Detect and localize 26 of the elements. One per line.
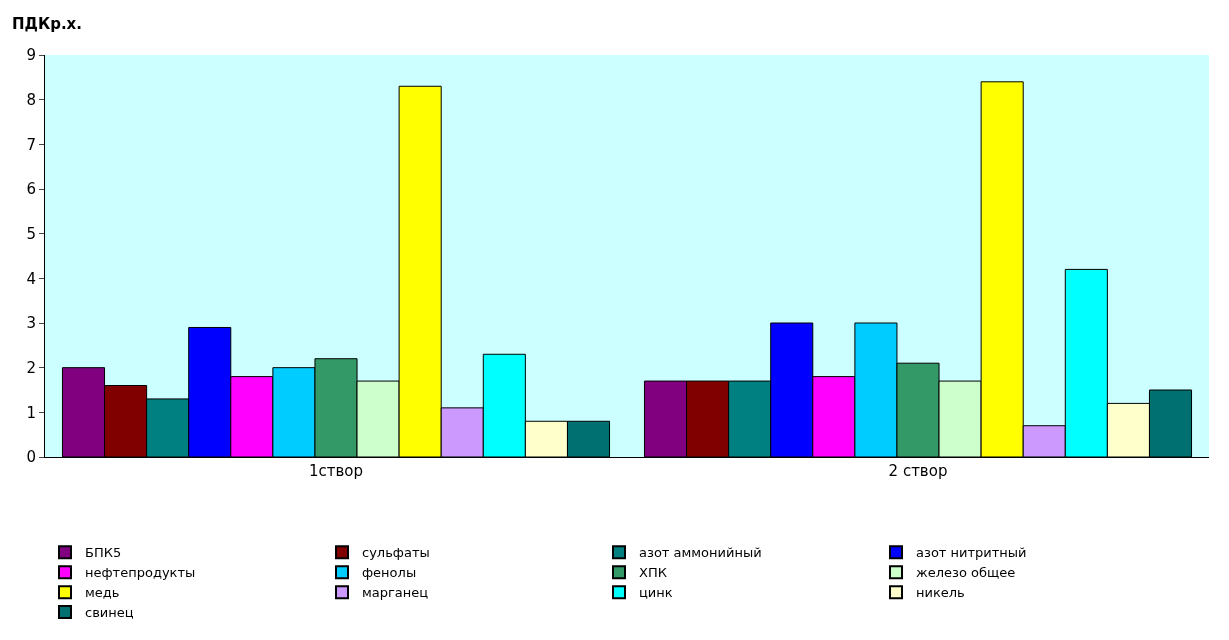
y-tick-label: 2: [26, 358, 36, 377]
legend-label: марганец: [362, 585, 429, 601]
legend-label: сульфаты: [362, 545, 430, 561]
y-tick-label: 4: [26, 269, 36, 288]
y-tick-label: 0: [26, 448, 36, 467]
y-tick-label: 9: [26, 46, 36, 65]
legend-label: БПК5: [85, 545, 122, 561]
legend-label: железо общее: [916, 565, 1016, 581]
legend-label: фенолы: [362, 565, 417, 581]
legend-label: ХПК: [639, 565, 667, 581]
y-tick-label: 6: [26, 180, 36, 199]
legend-label: нефтепродукты: [85, 565, 196, 581]
legend-label: азот нитритный: [916, 545, 1027, 561]
y-tick-label: 7: [26, 135, 36, 154]
x-tick-label: 1створ: [308, 462, 364, 480]
legend-label: азот аммонийный: [639, 545, 762, 561]
legend-label: никель: [916, 585, 965, 601]
x-tick-label: 2 створ: [888, 462, 948, 480]
legend-label: цинк: [639, 585, 673, 601]
legend-label: медь: [85, 585, 120, 601]
y-tick-label: 1: [26, 403, 36, 422]
y-axis-title: ПДКр.х.: [12, 15, 82, 33]
y-tick-label: 5: [26, 224, 36, 243]
y-tick-label: 8: [26, 90, 36, 109]
legend-label: свинец: [85, 605, 134, 621]
y-tick-label: 3: [26, 314, 36, 333]
